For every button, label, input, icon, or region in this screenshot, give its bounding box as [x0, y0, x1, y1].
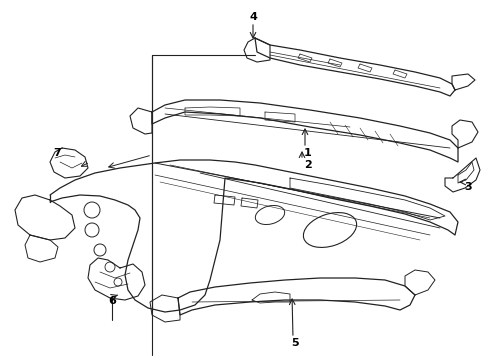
- Text: 6: 6: [108, 296, 116, 306]
- Text: 5: 5: [291, 338, 299, 348]
- Text: 3: 3: [464, 182, 472, 192]
- Text: 7: 7: [53, 148, 61, 158]
- Text: 2: 2: [304, 160, 312, 170]
- Text: 1: 1: [304, 148, 312, 158]
- Text: 4: 4: [249, 12, 257, 22]
